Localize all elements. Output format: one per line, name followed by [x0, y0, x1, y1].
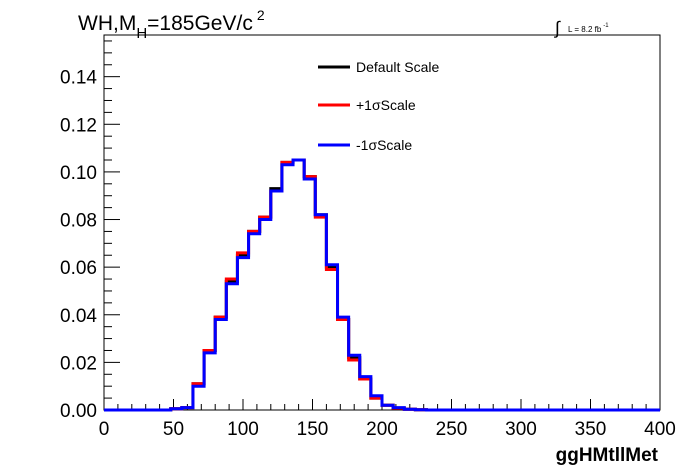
- x-axis: 0 50 100 150 200 250 300 350 400: [99, 399, 676, 440]
- x-tick-label: 50: [163, 419, 184, 440]
- x-axis-label: ggHMtllMet: [556, 445, 659, 466]
- legend-label: -1σScale: [356, 137, 412, 153]
- legend-label: Default Scale: [356, 59, 439, 75]
- x-tick-label: 0: [99, 419, 110, 440]
- y-tick-label: 0.04: [60, 306, 97, 327]
- x-tick-label: 300: [505, 419, 537, 440]
- series-group: [104, 158, 660, 412]
- legend-label: +1σScale: [356, 97, 416, 113]
- svg-text:∫: ∫: [553, 18, 561, 38]
- legend: Default Scale +1σScale -1σScale: [318, 59, 439, 153]
- chart-title: WH,MH=185GeV/c 2: [78, 7, 265, 42]
- y-tick-label: 0.08: [60, 211, 97, 232]
- y-tick-label: 0.14: [60, 68, 97, 89]
- y-tick-label: 0.02: [60, 353, 97, 374]
- x-tick-label: 100: [227, 419, 259, 440]
- x-tick-label: 150: [297, 419, 329, 440]
- y-tick-label: 0.10: [60, 163, 97, 184]
- luminosity-label: ∫ L = 8.2 fb -1: [553, 18, 609, 38]
- series-line-2: [104, 158, 660, 412]
- y-tick-label: 0.00: [60, 401, 97, 422]
- y-axis: 0.00 0.02 0.04 0.06 0.08 0.10 0.12 0.14: [60, 40, 120, 422]
- x-tick-label: 200: [366, 419, 398, 440]
- y-tick-label: 0.12: [60, 115, 97, 136]
- x-tick-label: 350: [575, 419, 607, 440]
- svg-text:L = 8.2 fb-1: L = 8.2 fb -1: [568, 23, 609, 34]
- x-tick-label: 250: [436, 419, 468, 440]
- y-tick-label: 0.06: [60, 258, 97, 279]
- x-tick-label: 400: [644, 419, 676, 440]
